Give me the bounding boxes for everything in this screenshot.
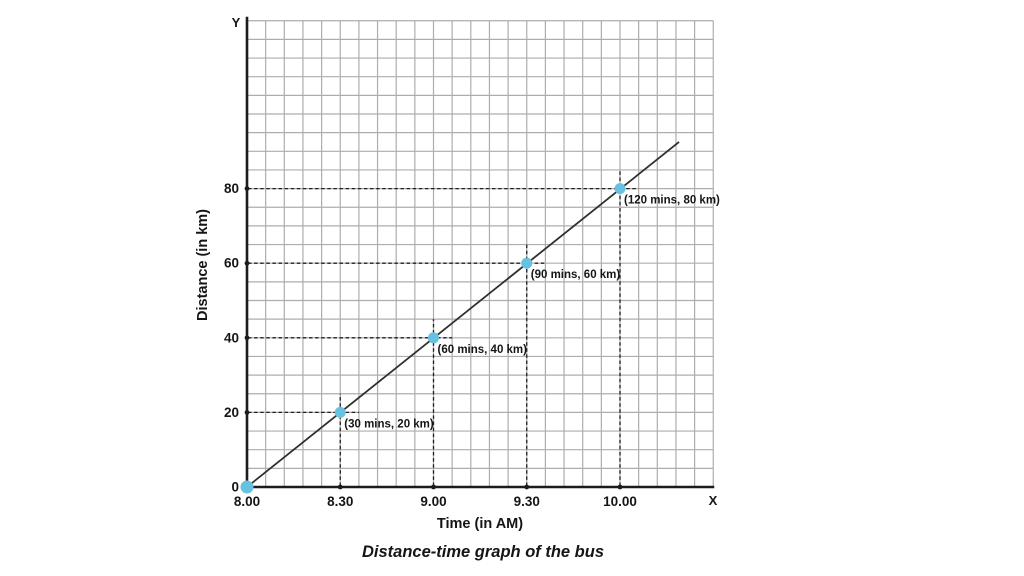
y-tick-dot: [244, 335, 250, 341]
x-axis-title: Time (in AM): [437, 516, 523, 532]
x-axis-letter: X: [709, 493, 718, 508]
data-point: [334, 406, 346, 418]
distance-time-line: [246, 141, 680, 488]
x-tick-label: 9.00: [420, 494, 446, 509]
grid: [246, 20, 714, 488]
data-points: (30 mins, 20 km) (60 mins, 40 km) (90 mins…: [240, 183, 720, 494]
x-tick-dot: [617, 484, 623, 490]
data-point-label: (30 mins, 20 km): [344, 418, 434, 430]
data-point-label: (120 mins, 80 km): [624, 195, 720, 207]
x-tick-dot: [431, 484, 436, 490]
data-point-label: (90 mins, 60 km): [531, 269, 621, 281]
tick-labels: 8.00 8.30 9.00 9.30 10.00 0 20 40 60 80: [224, 181, 637, 509]
y-axis-title: Distance (in km): [195, 209, 211, 321]
y-tick-dot: [244, 410, 250, 415]
y-axis-letter: Y: [232, 15, 241, 30]
chart-title: Distance-time graph of the bus: [362, 543, 604, 561]
y-tick-label: 20: [224, 405, 239, 420]
x-tick-dot: [524, 484, 530, 490]
y-tick-label: 60: [224, 256, 239, 271]
x-tick-label: 8.30: [327, 494, 353, 509]
y-tick-label: 40: [224, 330, 239, 345]
y-tick-label: 0: [231, 480, 239, 495]
x-tick-label: 8.00: [234, 494, 260, 509]
y-tick-dot: [244, 260, 250, 266]
x-tick-label: 10.00: [603, 494, 637, 509]
data-point: [521, 257, 533, 269]
data-point-label: (60 mins, 40 km): [438, 344, 528, 356]
guide-lines: [248, 169, 639, 486]
origin-point: [240, 480, 254, 494]
x-tick-label: 9.30: [514, 494, 540, 509]
trend-line: [246, 141, 680, 488]
axes: [245, 16, 715, 489]
y-tick-dot: [244, 186, 250, 192]
data-point: [428, 332, 439, 344]
x-tick-dot: [337, 484, 343, 490]
data-point: [614, 183, 626, 195]
y-tick-label: 80: [224, 181, 239, 196]
